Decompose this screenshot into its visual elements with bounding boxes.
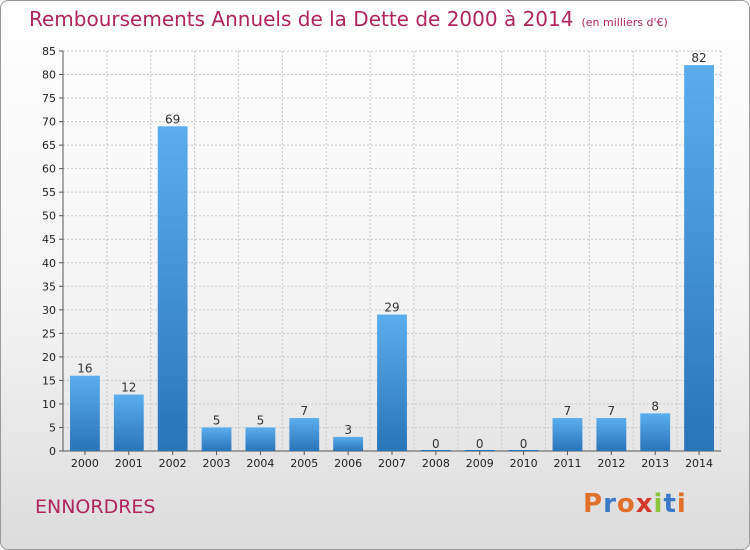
y-tick-label: 35: [42, 280, 56, 293]
logo-letter: i: [653, 489, 664, 519]
bar: [157, 126, 188, 451]
y-tick-label: 80: [42, 69, 56, 82]
bar-value-label: 7: [564, 404, 572, 418]
bar: [70, 375, 100, 451]
bar-value-label: 0: [476, 437, 484, 451]
logo-letter: x: [635, 489, 654, 519]
bar-value-label: 82: [691, 51, 706, 65]
bar: [420, 450, 451, 451]
x-tick-label: 2003: [203, 457, 231, 470]
logo-letter: i: [676, 489, 687, 519]
x-tick-label: 2009: [466, 457, 494, 470]
bar-value-label: 29: [384, 301, 399, 315]
y-tick-label: 45: [42, 233, 56, 246]
bar: [201, 427, 232, 451]
bar: [377, 314, 407, 451]
bar: [508, 450, 539, 451]
y-tick-label: 60: [42, 163, 56, 176]
chart-title: Remboursements Annuels de la Dette de 20…: [29, 7, 668, 31]
bar-value-label: 69: [165, 112, 180, 126]
y-tick-label: 15: [42, 374, 56, 387]
x-tick-label: 2004: [246, 457, 274, 470]
logo-letter: r: [603, 489, 617, 519]
commune-name: ENNORDRES: [35, 496, 156, 518]
bar: [113, 394, 144, 451]
y-tick-label: 85: [42, 45, 56, 58]
bar: [596, 418, 627, 451]
bar: [684, 65, 714, 451]
y-tick-label: 50: [42, 210, 56, 223]
y-tick-label: 40: [42, 257, 56, 270]
bar: [245, 427, 276, 451]
x-tick-label: 2008: [422, 457, 450, 470]
bar: [464, 450, 495, 451]
y-tick-label: 30: [42, 304, 56, 317]
bar-value-label: 5: [213, 413, 221, 427]
x-tick-label: 2010: [510, 457, 538, 470]
bar-value-label: 7: [300, 404, 308, 418]
bar-value-label: 16: [77, 362, 92, 376]
bar-value-label: 7: [608, 404, 616, 418]
bar-value-label: 3: [344, 423, 352, 437]
logo-letter: o: [616, 489, 636, 519]
y-tick-label: 65: [42, 139, 56, 152]
bar: [640, 413, 671, 451]
y-tick-label: 5: [49, 421, 56, 434]
bar-value-label: 8: [651, 399, 659, 413]
proxiti-logo: Proxiti: [583, 489, 687, 519]
y-tick-label: 75: [42, 92, 56, 105]
x-tick-label: 2002: [159, 457, 187, 470]
y-tick-label: 10: [42, 398, 56, 411]
unit-note: (en milliers d'€): [581, 16, 668, 29]
y-tick-label: 70: [42, 116, 56, 129]
x-tick-label: 2001: [115, 457, 143, 470]
x-tick-label: 2014: [685, 457, 713, 470]
bar-value-label: 5: [257, 413, 265, 427]
bar: [333, 436, 364, 451]
bars: [70, 65, 714, 451]
bar: [552, 418, 583, 451]
bar-value-label: 0: [432, 437, 440, 451]
x-tick-label: 2005: [290, 457, 318, 470]
bar: [289, 418, 320, 451]
y-tick-label: 20: [42, 351, 56, 364]
logo-letter: P: [583, 489, 604, 519]
y-tick-label: 55: [42, 186, 56, 199]
logo-letter: t: [663, 489, 677, 519]
chart-title-text: Remboursements Annuels de la Dette de 20…: [29, 7, 574, 31]
x-tick-label: 2013: [641, 457, 669, 470]
x-tick-label: 2012: [597, 457, 625, 470]
x-tick-label: 2006: [334, 457, 362, 470]
bar-value-label: 0: [520, 437, 528, 451]
x-tick-label: 2000: [71, 457, 99, 470]
x-tick-label: 2011: [553, 457, 581, 470]
bar-value-label: 12: [121, 381, 136, 395]
x-tick-label: 2007: [378, 457, 406, 470]
y-tick-label: 0: [49, 445, 56, 458]
value-labels: 16 12 69 5 5 7 3 29 0 0 0 7 7 8 82: [77, 51, 706, 451]
y-tick-label: 25: [42, 327, 56, 340]
